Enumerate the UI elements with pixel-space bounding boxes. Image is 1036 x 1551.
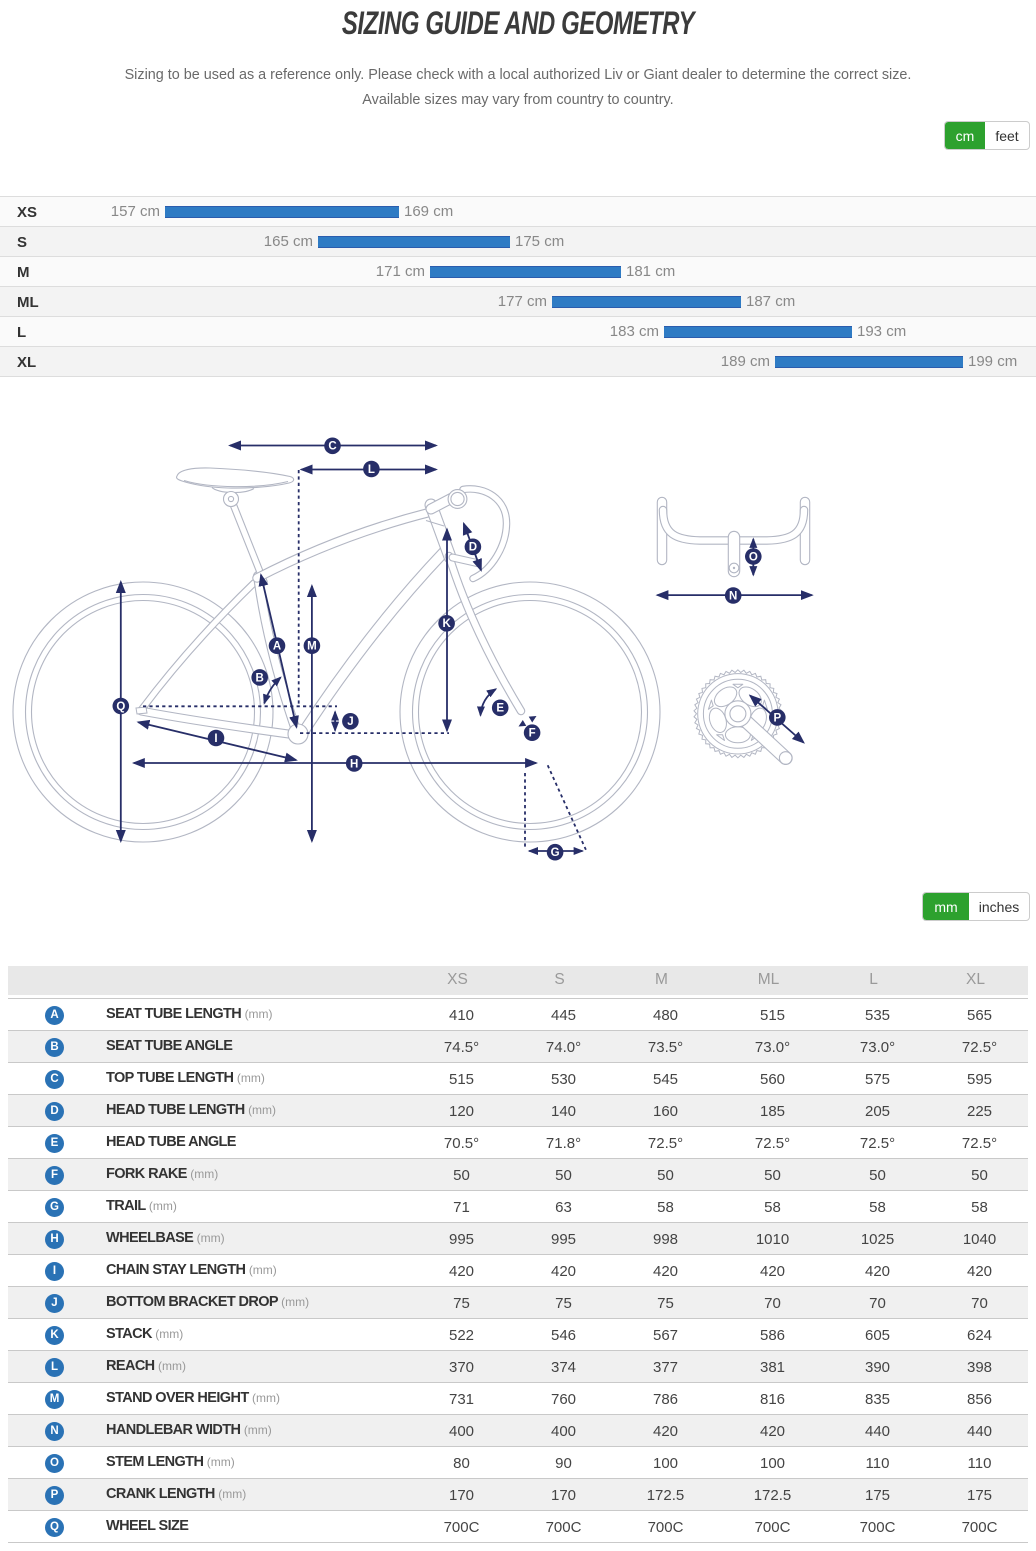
svg-text:F: F xyxy=(529,728,536,740)
svg-text:M: M xyxy=(307,641,317,653)
svg-text:E: E xyxy=(496,703,504,715)
svg-text:A: A xyxy=(273,641,281,653)
svg-text:C: C xyxy=(328,441,336,453)
svg-text:I: I xyxy=(214,733,217,745)
svg-text:G: G xyxy=(551,847,560,859)
svg-text:J: J xyxy=(347,716,353,728)
svg-text:D: D xyxy=(469,542,477,554)
svg-text:P: P xyxy=(773,712,781,724)
svg-text:L: L xyxy=(368,464,375,476)
svg-text:N: N xyxy=(729,590,737,602)
svg-text:O: O xyxy=(749,551,758,563)
svg-text:K: K xyxy=(442,618,451,630)
svg-text:Q: Q xyxy=(116,701,125,713)
svg-text:H: H xyxy=(350,758,358,770)
svg-text:B: B xyxy=(256,672,264,684)
